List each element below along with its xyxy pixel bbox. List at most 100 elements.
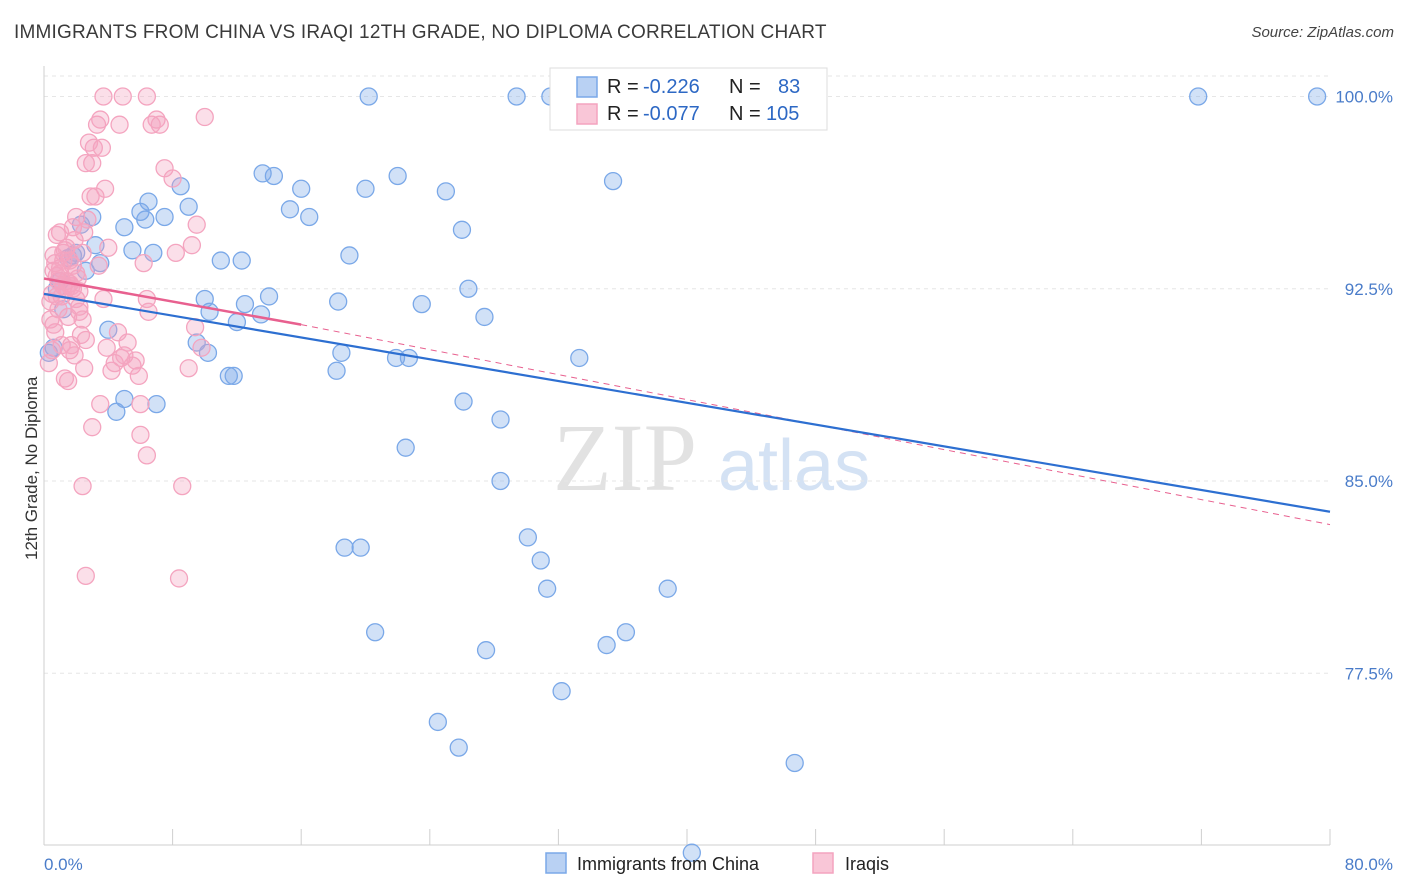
iraqi-point (187, 215, 206, 234)
iraqi-point (95, 179, 115, 198)
china-point (616, 623, 636, 642)
stats-n-label-china: N = (729, 76, 761, 98)
iraqi-point (131, 394, 150, 414)
iraqi-point (123, 356, 142, 375)
china-point (1189, 87, 1208, 106)
iraqi-point (42, 341, 62, 360)
china-point (475, 307, 494, 327)
iraqi-point (129, 366, 148, 386)
china-points (39, 87, 1327, 862)
y-tick-label: 85.0% (1345, 472, 1393, 491)
china-point (251, 305, 271, 324)
iraqi-point (166, 243, 185, 263)
china-point (507, 87, 526, 106)
iraqi-point (113, 87, 132, 106)
china-point (211, 251, 230, 270)
iraqi-point (110, 115, 129, 134)
iraqi-point (73, 310, 92, 329)
y-tick-label: 77.5% (1345, 664, 1393, 683)
china-point (491, 410, 510, 429)
stats-r-china: -0.226 (643, 76, 700, 98)
stats-swatch-iraqis (576, 103, 598, 125)
china-point (232, 251, 251, 270)
china-point (179, 197, 198, 216)
china-point (365, 623, 385, 642)
iraqi-point (192, 338, 211, 357)
iraqi-point (94, 87, 113, 106)
stats-n-iraqis: 105 (766, 103, 799, 125)
iraqi-point (58, 307, 78, 327)
iraqi-point (126, 351, 145, 370)
china-point (452, 220, 472, 239)
iraqi-point (63, 218, 83, 237)
trend-lines (43, 277, 1331, 526)
iraqi-point (81, 187, 100, 206)
china-point (219, 366, 239, 386)
watermark-atlas: atlas (718, 426, 870, 506)
x-tick-label-max: 80.0% (1345, 855, 1393, 874)
china-point (356, 179, 375, 198)
china-point (83, 207, 102, 227)
china-point (785, 753, 804, 773)
china-point (235, 294, 255, 314)
legend-swatch-iraqis (812, 852, 834, 874)
iraqi-point (67, 207, 86, 227)
china-point (454, 392, 473, 411)
china-point (329, 292, 348, 311)
iraqi-point (91, 110, 110, 129)
legend-swatch-china (545, 852, 567, 874)
iraqi-point (55, 369, 75, 388)
chart-source: Source: ZipAtlas.com (1251, 24, 1394, 41)
iraqi-point (87, 115, 107, 134)
china-point (476, 641, 496, 660)
china-point (300, 207, 319, 227)
y-tick-label: 100.0% (1335, 88, 1393, 107)
iraqi-point (76, 330, 95, 350)
china-point (1307, 87, 1327, 106)
stats-r-label-china: R = (607, 76, 639, 98)
china-point (147, 394, 166, 414)
iraqi-point (78, 210, 97, 229)
china-point (552, 682, 571, 701)
china-point (136, 210, 155, 229)
china-point (412, 294, 431, 314)
iraqi-point (75, 359, 94, 378)
iraqi-point (91, 394, 110, 414)
stats-n-label-iraqis: N = (729, 103, 761, 125)
stats-legend: R = -0.226 N = 83 R = -0.077 N = 105 (549, 67, 828, 131)
iraqi-point (179, 359, 198, 378)
china-point (115, 218, 134, 237)
iraqi-point (76, 154, 95, 173)
china-trend-line (43, 292, 1331, 513)
legend-label-china: Immigrants from China (577, 854, 760, 874)
y-tick-label: 92.5% (1345, 280, 1393, 299)
legend-label-iraqis: Iraqis (845, 854, 889, 874)
iraqi-point (131, 425, 150, 445)
china-point (399, 348, 419, 368)
y-tick-labels: 77.5% 85.0% 92.5% 100.0% (1335, 88, 1393, 684)
x-tick-label-min: 0.0% (44, 855, 83, 874)
iraqi-point (83, 418, 102, 437)
china-point (388, 166, 407, 186)
china-point (155, 207, 174, 227)
iraqi-point (118, 333, 137, 352)
china-point (351, 538, 370, 557)
iraqi-trend-extension (301, 324, 1331, 526)
stats-n-china: 83 (778, 76, 800, 98)
china-point (603, 171, 623, 191)
iraqi-point (67, 264, 86, 283)
china-point (531, 551, 550, 570)
china-point (327, 361, 346, 380)
china-point (264, 166, 284, 186)
china-point (359, 87, 378, 106)
china-point (335, 538, 354, 557)
iraqi-point (89, 256, 108, 275)
china-point (332, 343, 351, 362)
iraqi-point (86, 187, 105, 206)
iraqi-point (195, 107, 214, 127)
iraqi-point (83, 154, 102, 173)
china-point (259, 287, 279, 306)
x-tick-labels: 0.0% 80.0% (44, 855, 1393, 874)
china-point (253, 164, 272, 183)
china-point (449, 738, 468, 757)
